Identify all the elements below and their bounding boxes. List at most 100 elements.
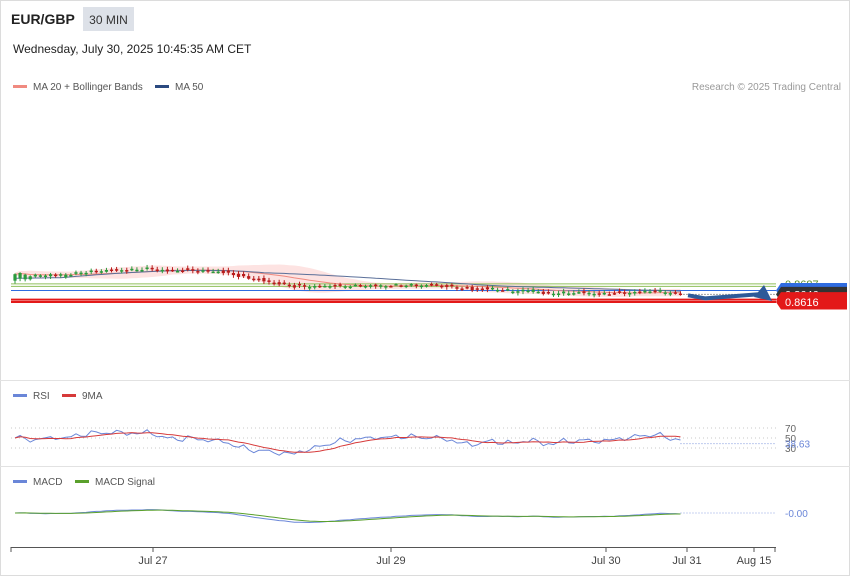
candle-body [521, 289, 525, 292]
legend-ma20-label: MA 20 + Bollinger Bands [33, 82, 143, 93]
candle [115, 266, 119, 272]
candle-body [48, 274, 53, 277]
level-badge-support [776, 294, 847, 310]
candle-body [648, 291, 652, 294]
legend-rsi-ma-label: 9MA [82, 391, 103, 402]
candle-body [658, 290, 662, 292]
candle-body [633, 291, 637, 294]
candle-body [567, 293, 571, 295]
candle [480, 286, 484, 292]
candle [302, 283, 307, 290]
candle [541, 289, 545, 296]
candle-body [536, 291, 540, 294]
moving-averages [14, 269, 681, 294]
candle [313, 284, 317, 290]
candle-body [267, 280, 271, 282]
rsi-level-label: 50 [785, 434, 797, 445]
legend-ma50-swatch [155, 85, 169, 88]
candle [567, 290, 571, 296]
legend-ma50-label: MA 50 [175, 82, 204, 93]
rsi-last-value: 38.63 [785, 440, 810, 451]
candle-body [475, 288, 479, 290]
candle-body [313, 286, 317, 288]
candle-body [607, 294, 611, 296]
candle [89, 268, 93, 275]
candle [648, 288, 652, 294]
candle [379, 284, 383, 289]
candle-body [414, 284, 418, 287]
candle [13, 273, 17, 284]
candle [348, 285, 352, 289]
candle [358, 283, 363, 288]
candle [323, 283, 327, 288]
candle [23, 273, 27, 282]
candle [658, 287, 662, 294]
candle-body [186, 268, 190, 270]
candle-body [33, 274, 37, 277]
candle-body [140, 269, 144, 272]
legend-rsi-swatch [13, 394, 27, 397]
rsi-ma-line [14, 432, 681, 453]
candle-body [394, 284, 398, 286]
candle [59, 272, 63, 278]
candle-body [526, 290, 530, 293]
candle [668, 290, 672, 297]
candle-body [409, 284, 413, 286]
candle [272, 280, 276, 286]
candle [592, 291, 596, 298]
candle-body [282, 282, 286, 285]
candle-body [236, 273, 241, 277]
candle [572, 290, 576, 296]
candle-body [429, 283, 434, 286]
candle-body [628, 292, 632, 295]
candle-body [455, 287, 459, 289]
candle [465, 285, 469, 290]
candle-body [206, 270, 210, 272]
candle [531, 286, 535, 294]
candle [587, 290, 591, 297]
symbol-title: EUR/GBP [11, 11, 75, 27]
candle-body [546, 292, 550, 294]
candle-body [292, 285, 296, 288]
time-tick-label: Jul 29 [376, 555, 405, 567]
interval-label: 30 MIN [89, 13, 128, 27]
candle [69, 273, 73, 277]
legend-rsi-label: RSI [33, 391, 50, 402]
legend-macd-signal-swatch [75, 480, 89, 483]
candle-body [440, 285, 444, 288]
candle-body [181, 270, 185, 272]
candle [643, 288, 647, 294]
candle [435, 282, 439, 287]
candle-body [64, 274, 68, 278]
candle-body [587, 292, 591, 295]
candle [414, 283, 418, 289]
candle-body [323, 285, 327, 288]
candle [424, 283, 429, 288]
candle [343, 284, 347, 290]
datetime-label: Wednesday, July 30, 2025 10:45:35 AM CET [13, 42, 252, 56]
candle [18, 272, 22, 282]
candle-body [135, 269, 139, 272]
candle [404, 284, 408, 289]
candle-body [196, 271, 200, 273]
bollinger-band [15, 264, 681, 297]
candle [673, 289, 677, 295]
macd-signal-line [15, 509, 681, 522]
interval-badge[interactable] [83, 7, 134, 31]
macd-panel: -0.00 [14, 509, 808, 524]
candle [206, 267, 210, 274]
candle [389, 285, 393, 288]
candle [191, 266, 195, 274]
candle [226, 267, 230, 276]
candle [399, 284, 403, 288]
candle-body [531, 289, 535, 292]
candle-body [328, 286, 332, 288]
candle-body [242, 274, 246, 277]
candle [201, 267, 205, 274]
candle-body [297, 283, 302, 286]
forecast-arrow [687, 284, 772, 301]
candle [526, 287, 530, 294]
candle [384, 285, 388, 290]
candle-body [673, 292, 677, 294]
